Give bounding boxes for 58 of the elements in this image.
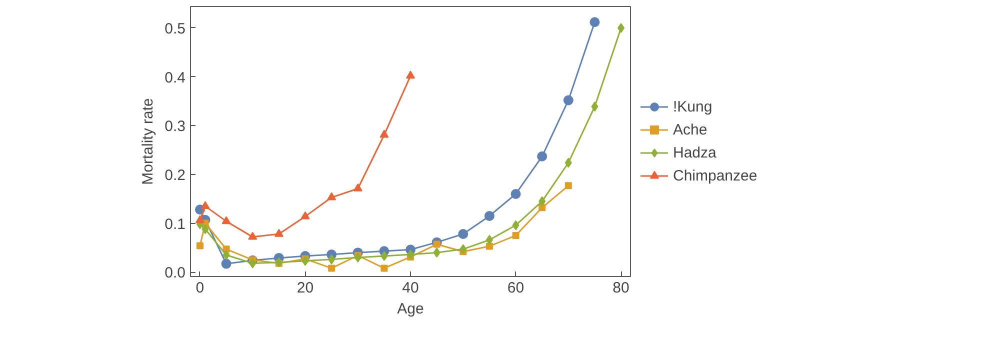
point: [484, 210, 494, 221]
point: [274, 228, 284, 237]
point: [486, 234, 493, 245]
y-tick-label: 0.0: [164, 264, 186, 282]
point: [196, 242, 204, 250]
point: [512, 220, 520, 230]
point: [564, 182, 572, 190]
point: [538, 204, 546, 212]
point: [248, 232, 258, 240]
point: [433, 240, 440, 248]
point: [512, 232, 520, 239]
point: [538, 196, 546, 206]
x-tick-label: 0: [196, 280, 204, 296]
x-tick-label: 80: [612, 280, 630, 296]
point: [564, 158, 572, 168]
point: [563, 95, 574, 106]
point: [328, 264, 336, 272]
point: [590, 17, 600, 28]
point: [222, 216, 231, 224]
point: [618, 22, 625, 33]
x-tick-label: 60: [507, 280, 524, 296]
point: [202, 224, 209, 234]
point: [486, 242, 493, 250]
point: [510, 188, 521, 199]
legend-label: Hadza: [673, 144, 716, 161]
point: [433, 248, 440, 258]
point: [353, 183, 362, 192]
point: [460, 244, 467, 254]
point: [275, 257, 282, 268]
point: [380, 250, 388, 261]
point: [380, 264, 388, 272]
legend-label: Chimpanzee: [673, 167, 758, 184]
x-axis-title: Age: [397, 300, 424, 318]
point: [327, 192, 336, 200]
x-tick-label: 40: [402, 280, 419, 296]
point: [591, 102, 598, 112]
y-axis-title: Mortality rate: [140, 98, 157, 185]
y-tick-label: 0.1: [164, 216, 186, 233]
y-tick-label: 0.3: [164, 118, 186, 136]
point: [222, 250, 230, 260]
y-tick-label: 0.2: [164, 166, 186, 184]
y-tick-label: 0.4: [164, 69, 186, 86]
legend-label: Ache: [673, 121, 708, 138]
point: [200, 201, 210, 209]
point: [221, 258, 232, 269]
x-tick-label: 20: [296, 280, 314, 296]
point: [300, 211, 310, 220]
point: [302, 256, 309, 266]
point: [354, 252, 362, 262]
point: [380, 130, 389, 138]
point: [249, 258, 256, 268]
point: [195, 215, 204, 224]
legend-label: !Kung: [673, 98, 712, 115]
point: [537, 151, 548, 162]
point: [458, 229, 468, 240]
point: [328, 254, 336, 264]
point: [406, 70, 415, 79]
y-tick-label: 0.5: [164, 20, 186, 38]
